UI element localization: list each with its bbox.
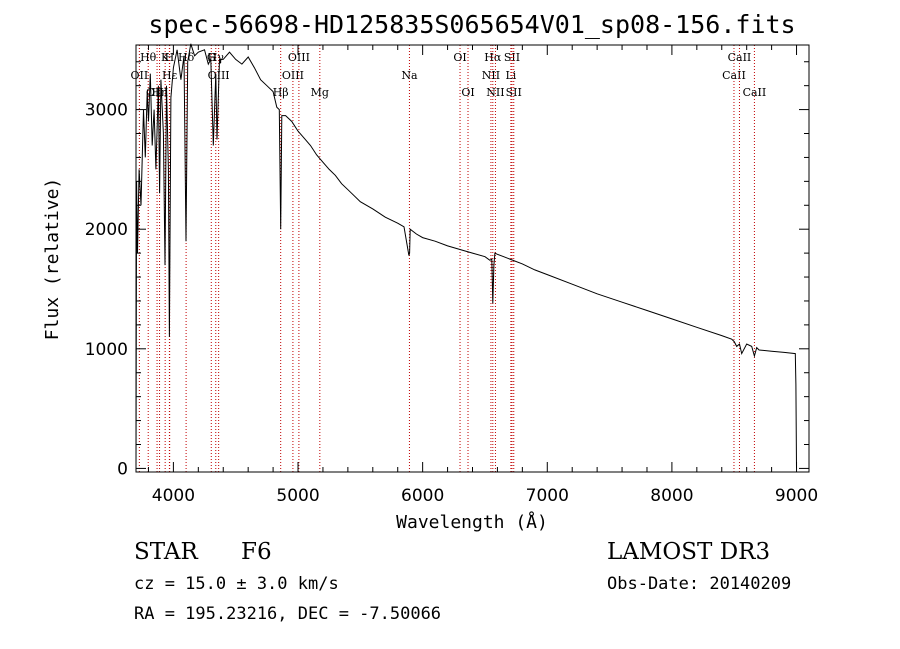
plot-frame	[135, 44, 810, 473]
x-tick-label: 7000	[526, 486, 569, 506]
flux-series-line	[135, 43, 797, 469]
chart-title: spec-56698-HD125835S065654V01_sp08-156.f…	[148, 10, 795, 39]
line-marker-label: OIII	[282, 69, 304, 82]
y-tick-label: 0	[117, 459, 128, 479]
x-axis-label: Wavelength (Å)	[396, 511, 548, 533]
line-marker-label: G	[207, 51, 216, 64]
line-marker-label: Li	[505, 69, 516, 82]
line-marker-label: OII	[131, 69, 149, 82]
y-tick-label: 3000	[85, 101, 128, 121]
line-marker-label: Hβ	[273, 86, 289, 99]
line-marker-label: CaII	[722, 69, 746, 82]
object-type: STAR	[134, 539, 198, 565]
line-marker-label: Hγ	[208, 51, 225, 64]
line-marker-label: K	[161, 51, 170, 64]
spectral-class: F6	[241, 539, 272, 565]
line-marker-label: OI	[453, 51, 466, 64]
line-marker-label: Mg	[311, 86, 329, 99]
line-marker-label: OIII	[288, 51, 310, 64]
y-axis-ticks: 0 1000 2000 3000	[85, 61, 809, 479]
x-tick-label: 6000	[401, 486, 444, 506]
line-marker-label: CaII	[743, 86, 767, 99]
x-tick-label: 4000	[152, 486, 195, 506]
line-marker-label: NII	[486, 86, 504, 99]
x-tick-label: 5000	[276, 486, 319, 506]
obs-date: Obs-Date: 20140209	[607, 574, 792, 594]
line-marker-label: SII	[504, 51, 520, 64]
line-marker-group: HθOIIOIIIKHHεHηHδGHγOIIIHβOIIIOIIIMgNaOI…	[131, 45, 767, 472]
line-marker-label: Hα	[484, 51, 502, 64]
line-marker-label: SII	[506, 86, 522, 99]
line-marker-label: Hε	[162, 69, 178, 82]
y-tick-label: 2000	[85, 220, 128, 240]
coordinates: RA = 195.23216, DEC = -7.50066	[134, 604, 442, 624]
line-marker-label: OI	[461, 86, 474, 99]
redshift-value: cz = 15.0 ± 3.0 km/s	[134, 574, 339, 594]
survey-name: LAMOST DR3	[607, 539, 771, 565]
line-marker-label: Hθ	[140, 51, 157, 64]
line-marker-label: NII	[482, 69, 500, 82]
line-marker-label: OIII	[146, 86, 168, 99]
x-tick-label: 9000	[775, 486, 818, 506]
line-marker-label: Hδ	[178, 51, 195, 64]
x-axis-ticks: 4000 5000 6000 7000 8000 9000	[147, 45, 818, 506]
y-axis-label: Flux (relative)	[42, 178, 63, 341]
line-marker-label: Hη	[151, 86, 167, 99]
x-tick-label: 8000	[650, 486, 693, 506]
y-tick-label: 1000	[85, 340, 128, 360]
line-marker-label: CaII	[728, 51, 752, 64]
line-marker-label: Na	[401, 69, 418, 82]
